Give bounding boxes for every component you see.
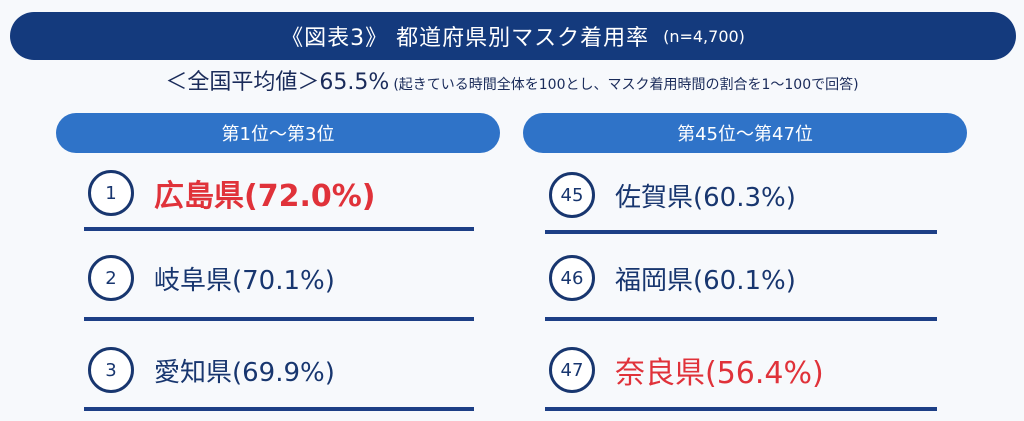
divider [545,230,937,234]
figure-title: 《図表3》 都道府県別マスク着用率 [281,26,650,51]
rank-label: 岐阜県(70.1%) [154,265,335,296]
rank-label: 佐賀県(60.3%) [615,182,796,213]
rank-label: 広島県(72.0%) [154,179,376,214]
divider [545,407,937,411]
rank-item-47: 47 奈良県(56.4%) [549,341,824,399]
rank-label: 福岡県(60.1%) [615,265,796,296]
rank-item-45: 45 佐賀県(60.3%) [549,166,796,224]
rank-badge: 3 [88,347,134,393]
sample-size: (n=4,700) [663,26,745,46]
national-average: ＜全国平均値＞ 65.5% (起きている時間全体を100とし、マスク着用時間の割… [0,64,1024,104]
rank-badge: 47 [549,347,595,393]
bottom-ranks-header: 第45位～第47位 [523,113,967,153]
rank-item-3: 3 愛知県(69.9%) [88,341,335,399]
divider [84,227,474,231]
divider [84,317,474,321]
rank-label: 奈良県(56.4%) [615,356,824,391]
rank-item-2: 2 岐阜県(70.1%) [88,249,335,307]
rank-badge: 1 [88,170,134,216]
rank-item-1: 1 広島県(72.0%) [88,164,376,222]
divider [84,407,474,411]
top-ranks-header: 第1位～第3位 [56,113,500,153]
divider [545,317,937,321]
rank-badge: 45 [549,172,595,218]
rank-item-46: 46 福岡県(60.1%) [549,249,796,307]
rank-badge: 2 [88,255,134,301]
title-bar: 《図表3》 都道府県別マスク着用率 (n=4,700) [10,12,1016,60]
national-average-note: (起きている時間全体を100とし、マスク着用時間の割合を1～100で回答) [393,77,859,93]
national-average-value: 65.5% [319,70,390,95]
rank-badge: 46 [549,255,595,301]
national-average-label: ＜全国平均値＞ [165,70,320,95]
rank-label: 愛知県(69.9%) [154,357,335,388]
